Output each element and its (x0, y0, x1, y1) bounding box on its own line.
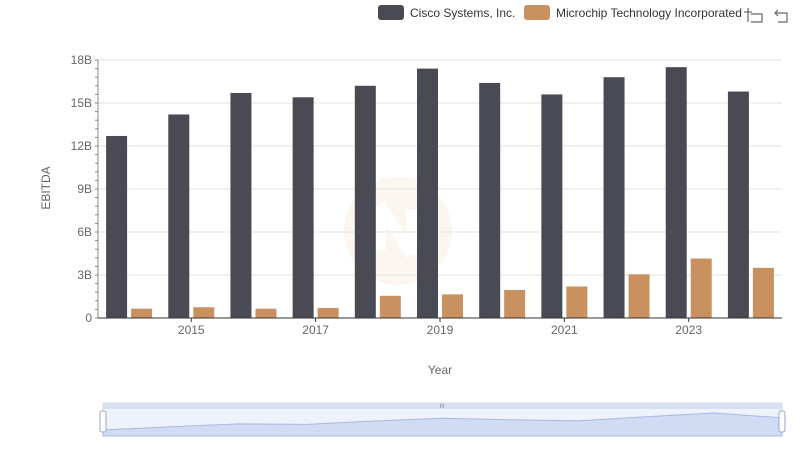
bar-microchip-2014[interactable] (131, 308, 153, 318)
bar-cisco-2018[interactable] (354, 85, 376, 318)
bar-microchip-2024[interactable] (752, 267, 774, 318)
bar-microchip-2016[interactable] (255, 308, 277, 318)
bar-microchip-2019[interactable] (442, 294, 463, 318)
x-tick-label: 2015 (178, 323, 205, 337)
x-axis: 2015 2017 2019 2021 2023 (98, 317, 782, 337)
y-tick-label: 3B (77, 268, 92, 282)
bar-cisco-2019[interactable] (417, 68, 438, 318)
legend-label-cisco: Cisco Systems, Inc. (410, 6, 515, 20)
restore-icon[interactable] (774, 9, 788, 23)
y-axis-title: EBITDA (39, 166, 53, 209)
y-tick-label: 9B (77, 182, 92, 196)
bar-microchip-2021[interactable] (566, 286, 588, 318)
legend-swatch-microchip (524, 5, 550, 20)
x-tick-label: 2023 (675, 323, 702, 337)
bar-cisco-2022[interactable] (603, 77, 625, 318)
bar-cisco-2014[interactable] (106, 135, 128, 318)
bar-cisco-2020[interactable] (479, 82, 501, 318)
legend-item-microchip[interactable]: Microchip Technology Incorporated (524, 5, 742, 20)
y-tick-label: 18B (71, 53, 92, 67)
x-tick-label: 2021 (551, 323, 578, 337)
bar-microchip-2015[interactable] (193, 307, 215, 318)
slider-right-handle[interactable] (778, 410, 786, 433)
bar-cisco-2017[interactable] (292, 97, 314, 319)
slider-preview-area (102, 412, 783, 437)
bar-microchip-2023[interactable] (690, 258, 712, 318)
data-zoom-slider[interactable]: III (99, 402, 786, 437)
slider-left-handle[interactable] (99, 410, 107, 433)
x-axis-title: Year (428, 363, 452, 377)
y-tick-label: 6B (77, 225, 92, 239)
legend-swatch-cisco (378, 5, 404, 20)
y-tick-label: 12B (71, 139, 92, 153)
legend-label-microchip: Microchip Technology Incorporated (556, 6, 742, 20)
y-axis: 0 3B 6B 9B 12B 15B 18B (71, 53, 99, 325)
bar-cisco-2016[interactable] (230, 92, 252, 318)
slider-drag-grip[interactable]: III (439, 404, 444, 410)
x-tick-label: 2017 (302, 323, 329, 337)
legend: Cisco Systems, Inc. Microchip Technology… (378, 5, 742, 20)
x-tick-label: 2019 (427, 323, 454, 337)
bar-cisco-2024[interactable] (727, 91, 749, 319)
y-tick-label: 0 (85, 311, 92, 325)
bar-cisco-2023[interactable] (665, 67, 687, 319)
bar-microchip-2022[interactable] (628, 274, 650, 318)
bar-microchip-2020[interactable] (504, 290, 526, 318)
zoom-icon[interactable] (744, 8, 763, 23)
bars (106, 67, 774, 319)
bar-cisco-2021[interactable] (541, 94, 563, 319)
slider-top-bar (103, 403, 782, 409)
bar-microchip-2017[interactable] (317, 307, 339, 318)
y-tick-label: 15B (71, 96, 92, 110)
legend-item-cisco[interactable]: Cisco Systems, Inc. (378, 5, 515, 20)
bar-cisco-2015[interactable] (168, 114, 190, 318)
bar-microchip-2018[interactable] (379, 295, 401, 318)
